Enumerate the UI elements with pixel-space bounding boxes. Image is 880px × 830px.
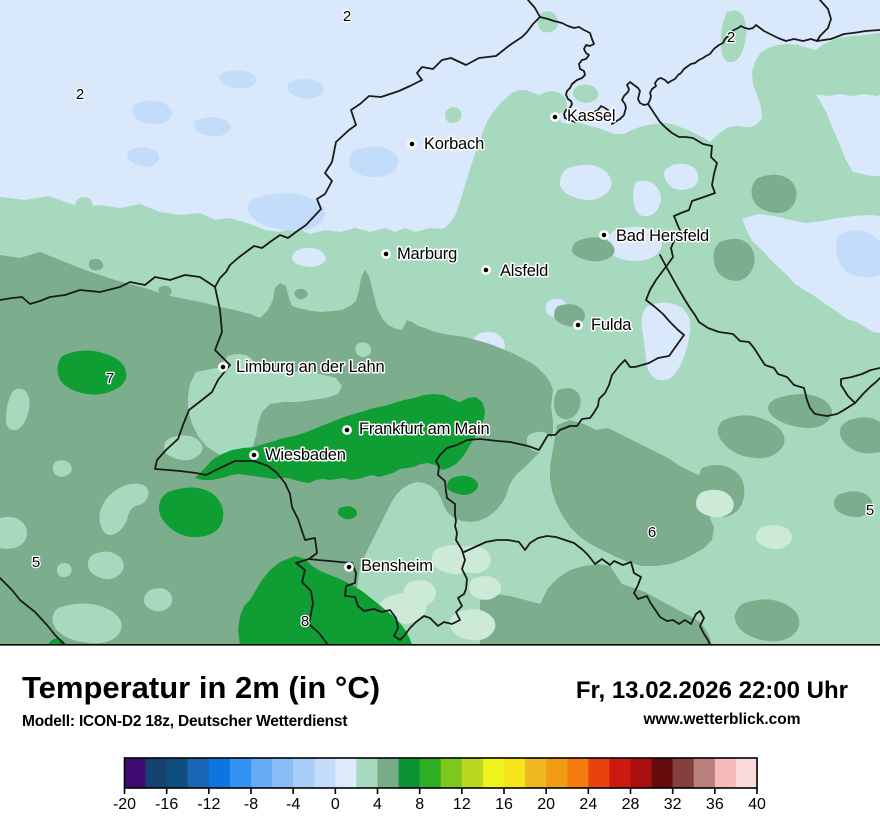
svg-text:-20: -20 — [113, 796, 136, 813]
svg-text:-16: -16 — [155, 796, 178, 813]
svg-text:Fulda: Fulda — [591, 316, 632, 334]
svg-text:Wiesbaden: Wiesbaden — [265, 446, 346, 464]
svg-text:Marburg: Marburg — [397, 245, 457, 263]
svg-text:Korbach: Korbach — [424, 135, 484, 153]
svg-text:8: 8 — [301, 613, 309, 630]
svg-text:0: 0 — [331, 796, 340, 813]
svg-text:Bensheim: Bensheim — [361, 557, 433, 575]
svg-text:Frankfurt am Main: Frankfurt am Main — [359, 420, 489, 438]
svg-text:32: 32 — [664, 796, 682, 813]
svg-text:8: 8 — [415, 796, 424, 813]
svg-text:www.wetterblick.com: www.wetterblick.com — [642, 711, 800, 728]
svg-text:Temperatur in 2m (in °C): Temperatur in 2m (in °C) — [22, 670, 380, 705]
svg-text:Kassel: Kassel — [567, 107, 615, 125]
svg-text:Modell: ICON-D2 18z, Deutscher: Modell: ICON-D2 18z, Deutscher Wetterdie… — [22, 713, 347, 730]
svg-text:5: 5 — [866, 502, 874, 519]
svg-text:28: 28 — [622, 796, 640, 813]
svg-text:16: 16 — [495, 796, 513, 813]
svg-text:4: 4 — [373, 796, 382, 813]
svg-text:2: 2 — [76, 86, 84, 103]
svg-text:5: 5 — [32, 554, 40, 571]
svg-text:-8: -8 — [244, 796, 258, 813]
svg-text:20: 20 — [537, 796, 555, 813]
svg-text:-4: -4 — [286, 796, 300, 813]
svg-text:Limburg an der Lahn: Limburg an der Lahn — [236, 358, 384, 376]
svg-text:Fr, 13.02.2026 22:00 Uhr: Fr, 13.02.2026 22:00 Uhr — [576, 677, 848, 704]
svg-text:Alsfeld: Alsfeld — [500, 262, 548, 280]
svg-text:7: 7 — [106, 370, 114, 387]
svg-text:Bad Hersfeld: Bad Hersfeld — [616, 227, 709, 245]
svg-text:6: 6 — [648, 524, 656, 541]
svg-text:12: 12 — [453, 796, 471, 813]
svg-text:24: 24 — [579, 796, 597, 813]
svg-text:40: 40 — [748, 796, 766, 813]
svg-text:2: 2 — [343, 8, 351, 25]
svg-text:-12: -12 — [197, 796, 220, 813]
svg-text:36: 36 — [706, 796, 724, 813]
svg-text:2: 2 — [727, 29, 735, 46]
